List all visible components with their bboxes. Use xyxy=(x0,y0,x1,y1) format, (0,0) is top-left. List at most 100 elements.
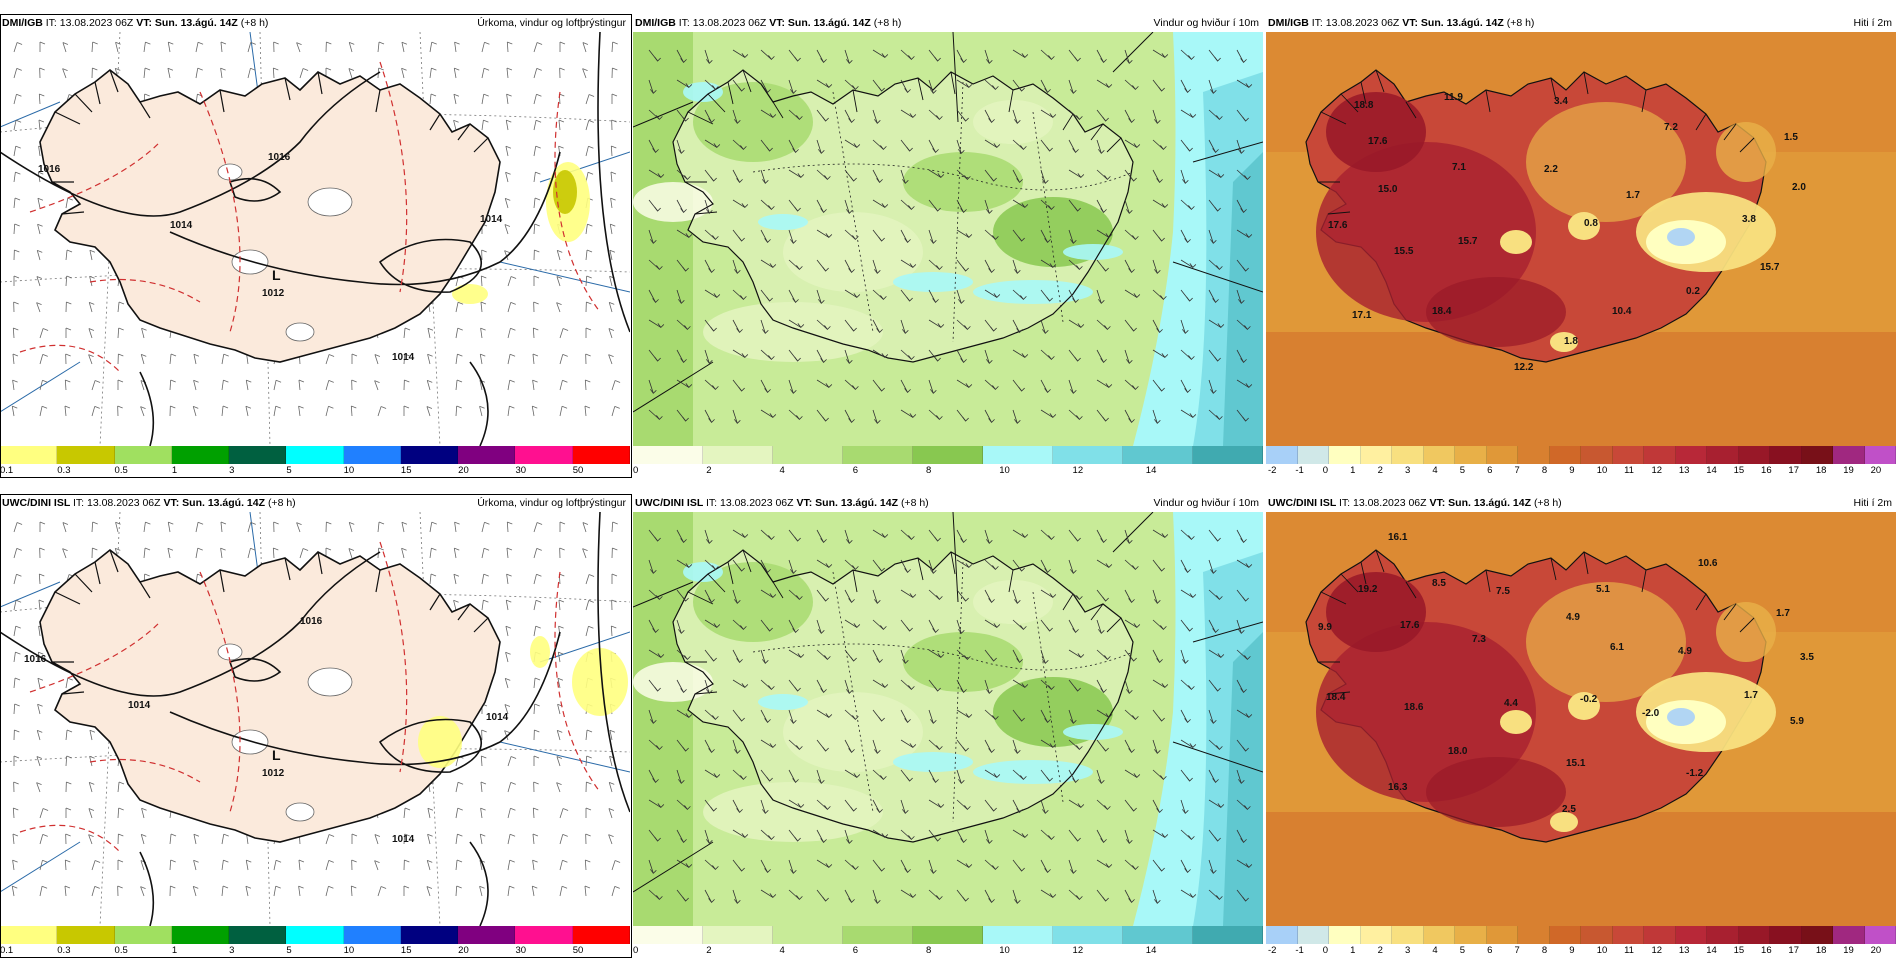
valid-time-label: VT: xyxy=(769,17,788,29)
colorbar-tick-label: 14 xyxy=(1706,944,1717,958)
colorbar-swatch xyxy=(843,926,913,944)
colorbar-swatch xyxy=(983,926,1053,944)
colorbar-tick-label: 0 xyxy=(1323,944,1328,958)
temperature-value: 18.4 xyxy=(1326,692,1346,703)
colorbar-tick-label: 5 xyxy=(1460,944,1465,958)
colorbar-tick-label: 14 xyxy=(1146,944,1157,958)
temperature-value: 18.6 xyxy=(1404,702,1424,713)
colorbar-swatch xyxy=(703,926,773,944)
model-name: UWC/DINI ISL xyxy=(635,497,706,509)
colorbar-swatch xyxy=(1053,446,1123,464)
temperature-value: 2.0 xyxy=(1792,182,1806,193)
temperature-value: -2.0 xyxy=(1642,708,1660,719)
colorbar-tick-label: 2 xyxy=(706,464,711,478)
valid-time-label: VT: xyxy=(796,497,815,509)
temperature-value: 3.8 xyxy=(1742,214,1756,225)
model-name: UWC/DINI ISL xyxy=(1268,497,1339,509)
colorbar-swatch xyxy=(1361,446,1393,464)
colorbar-swatch xyxy=(703,446,773,464)
colorbar-tick-label: 9 xyxy=(1569,464,1574,478)
colorbar-tick-label: 6 xyxy=(1487,944,1492,958)
colorbar-swatch xyxy=(1644,446,1676,464)
colorbar-swatch xyxy=(1424,926,1456,944)
colorbar-tick-label: 16 xyxy=(1761,944,1772,958)
lead-time: (+8 h) xyxy=(874,17,902,29)
field-name: Vindur og hviður í 10m xyxy=(1154,14,1259,32)
temperature-value: 15.7 xyxy=(1458,236,1478,247)
panel-header: UWC/DINI ISL IT: 13.08.2023 06Z VT: Sun.… xyxy=(1266,494,1896,512)
colorbar-swatch xyxy=(633,926,703,944)
temperature-value: 6.1 xyxy=(1610,642,1624,653)
temperature-value: 7.2 xyxy=(1664,122,1678,133)
colorbar-swatch xyxy=(1266,446,1298,464)
colorbar-swatches xyxy=(1266,446,1896,464)
init-time: 13.08.2023 06Z xyxy=(720,497,796,509)
colorbar-tick-label: 4 xyxy=(780,464,785,478)
temperature-value: 18.4 xyxy=(1432,306,1452,317)
colorbar-tick-label: 6 xyxy=(853,464,858,478)
colorbar-tick-label: 12 xyxy=(1651,944,1662,958)
colorbar-tick-label: 15 xyxy=(1734,944,1745,958)
colorbar-swatch xyxy=(1613,926,1645,944)
init-time-label: IT: xyxy=(1312,17,1326,29)
colorbar-tick-label: 14 xyxy=(1146,464,1157,478)
colorbar-swatch xyxy=(773,926,843,944)
colorbar-tick-label: 15 xyxy=(1734,464,1745,478)
forecast-panel-3: DMI/IGB IT: 13.08.2023 06Z VT: Sun. 13.á… xyxy=(1266,14,1896,478)
colorbar-tick-label: 1 xyxy=(1350,464,1355,478)
colorbar-tick-label: 12 xyxy=(1651,464,1662,478)
forecast-map[interactable] xyxy=(633,32,1263,446)
temperature-value: 4.4 xyxy=(1504,698,1518,709)
colorbar-swatch xyxy=(1053,926,1123,944)
colorbar-tick-label: 10 xyxy=(999,464,1010,478)
temperature-value: 15.7 xyxy=(1760,262,1780,273)
temperature-value: 10.6 xyxy=(1698,558,1718,569)
colorbar-swatches xyxy=(633,926,1263,944)
temperature-value: 0.2 xyxy=(1686,286,1700,297)
colorbar-tick-label: -2 xyxy=(1268,944,1276,958)
temperature-value: 10.4 xyxy=(1612,306,1632,317)
colorbar-tick-label: 16 xyxy=(1761,464,1772,478)
forecast-map[interactable] xyxy=(633,512,1263,926)
forecast-panel-6: UWC/DINI ISL IT: 13.08.2023 06Z VT: Sun.… xyxy=(1266,494,1896,958)
temperature-value: 17.6 xyxy=(1328,220,1348,231)
colorbar-tick-label: 18 xyxy=(1816,944,1827,958)
colorbar-swatch xyxy=(1123,926,1193,944)
colorbar-swatch xyxy=(843,446,913,464)
colorbar-swatch xyxy=(1613,446,1645,464)
temperature-value: 12.2 xyxy=(1514,362,1534,373)
colorbar-tick-label: 6 xyxy=(853,944,858,958)
colorbar-tick-label: 9 xyxy=(1569,944,1574,958)
colorbar-swatch xyxy=(1581,926,1613,944)
panel-border xyxy=(0,14,632,478)
colorbar-tick-label: 11 xyxy=(1624,944,1634,958)
colorbar-swatch xyxy=(1644,926,1676,944)
init-time-label: IT: xyxy=(706,497,720,509)
temperature-value: 5.1 xyxy=(1596,584,1610,595)
temperature-value: 11.9 xyxy=(1444,92,1463,103)
colorbar-swatch xyxy=(1455,926,1487,944)
temperature-value: 1.5 xyxy=(1784,132,1798,143)
colorbar-tick-label: 8 xyxy=(926,944,931,958)
temperature-value: 1.7 xyxy=(1744,690,1758,701)
colorbar-swatch xyxy=(913,926,983,944)
model-name: DMI/IGB xyxy=(1268,17,1312,29)
valid-time-label: VT: xyxy=(1429,497,1448,509)
colorbar-swatch xyxy=(773,446,843,464)
temperature-value: 19.2 xyxy=(1358,584,1378,595)
colorbar-tick-label: 8 xyxy=(1542,464,1547,478)
temperature-value: 4.9 xyxy=(1566,612,1580,623)
valid-time-label: VT: xyxy=(1402,17,1421,29)
colorbar-tick-label: 8 xyxy=(926,464,931,478)
temperature-value: -1.2 xyxy=(1686,768,1704,779)
colorbar-swatch xyxy=(1581,446,1613,464)
colorbar-swatch xyxy=(1392,926,1424,944)
colorbar-swatch xyxy=(1392,446,1424,464)
colorbar-tick-label: 17 xyxy=(1788,464,1799,478)
colorbar-swatch xyxy=(633,446,703,464)
colorbar-swatch xyxy=(1455,446,1487,464)
